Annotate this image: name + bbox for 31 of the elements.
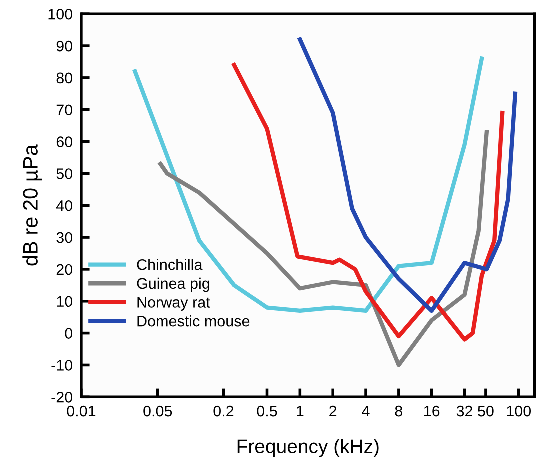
y-tick-label: 10	[57, 296, 73, 308]
legend-label: Chinchilla	[137, 259, 203, 270]
x-tick-label: 50	[478, 406, 494, 417]
x-tick-label: 32	[456, 406, 472, 417]
x-tick-label: 0.05	[144, 406, 172, 417]
x-tick-label: 8	[395, 406, 403, 417]
x-tick-label: 0.01	[67, 406, 96, 417]
legend-label: Guinea pig	[137, 278, 210, 292]
legend-label: Domestic mouse	[138, 316, 250, 327]
x-tick-label: 16	[424, 406, 440, 417]
y-tick-label: 90	[56, 40, 73, 52]
x-tick-label: 0.2	[214, 406, 234, 417]
y-tick-label: 30	[56, 232, 73, 244]
x-tick-label: 4	[362, 406, 370, 417]
y-tick-label: 0	[65, 328, 73, 339]
y-tick-label: 60	[56, 136, 73, 148]
x-tick-label: 1	[297, 406, 304, 417]
y-tick-label: 70	[56, 104, 73, 116]
x-tick-label: 2	[330, 406, 337, 417]
x-axis-title: Frequency (kHz)	[238, 439, 379, 458]
y-axis-title: dB re 20 µPa	[22, 144, 42, 266]
y-tick-label: -20	[52, 392, 73, 403]
legend-label: Norway rat	[138, 297, 210, 311]
y-tick-label: 80	[56, 72, 73, 84]
y-tick-label: 20	[56, 264, 73, 276]
y-tick-label: 100	[48, 8, 73, 20]
y-tick-label: 50	[56, 168, 73, 180]
x-tick-label: 100	[507, 406, 532, 417]
y-tick-label: 40	[56, 200, 73, 212]
y-tick-label: -10	[52, 360, 73, 371]
x-tick-label: 0.5	[257, 406, 278, 417]
